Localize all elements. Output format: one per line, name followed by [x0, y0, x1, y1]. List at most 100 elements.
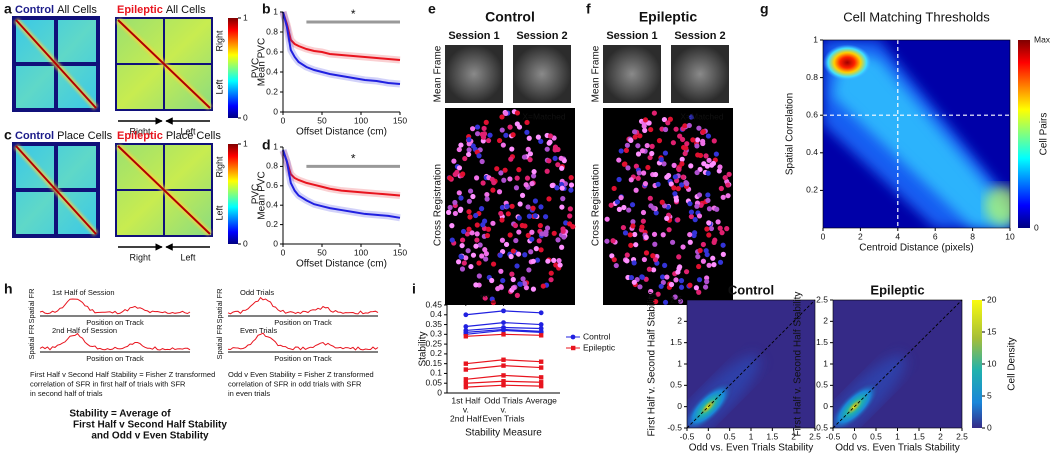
- example-y-label: Spatial FR: [27, 324, 36, 360]
- point: [501, 379, 506, 384]
- cell: [705, 197, 711, 204]
- cell: [554, 185, 560, 191]
- cell: [669, 239, 676, 245]
- y-tick-label: 2: [677, 316, 682, 326]
- group-name: Epileptic: [117, 130, 163, 142]
- example-heading: 1st Half of Session: [52, 288, 115, 297]
- cell: [642, 181, 649, 187]
- cell: [483, 256, 489, 262]
- cell: [628, 137, 634, 143]
- cell: [507, 124, 513, 130]
- cell: [462, 155, 468, 162]
- cell: [662, 150, 669, 156]
- cell: [487, 132, 493, 138]
- cell: [480, 180, 486, 186]
- y-tick-label: 0: [273, 106, 278, 116]
- cell: [680, 244, 686, 250]
- cell: [649, 143, 655, 149]
- cell: [622, 230, 629, 236]
- cell: [474, 131, 481, 137]
- significance-label: ***: [480, 292, 491, 302]
- cell: [546, 158, 552, 164]
- cell: [673, 197, 680, 203]
- cell: [505, 211, 511, 217]
- cell: [457, 207, 463, 213]
- x-tick-label: 2nd Half: [450, 413, 482, 423]
- cell: [510, 285, 517, 291]
- cell: [449, 237, 455, 243]
- cell: [474, 124, 481, 130]
- description-line: in even trials: [228, 389, 270, 398]
- cell: [635, 143, 641, 149]
- cell: [700, 129, 706, 135]
- panel-label: c: [4, 127, 12, 143]
- group-name: Control: [15, 4, 54, 16]
- cell: [483, 251, 490, 257]
- y-tick-label: 0.6: [266, 180, 278, 190]
- session-label: Session 1: [448, 30, 499, 42]
- cell: [677, 133, 683, 139]
- cell: [675, 166, 682, 172]
- y-tick-label: 0.4: [806, 147, 818, 157]
- cell: [519, 222, 525, 229]
- colorbar-label: Cell Density: [1007, 337, 1018, 390]
- cell: [635, 175, 641, 181]
- cell: [618, 195, 624, 201]
- cell: [446, 209, 452, 215]
- y-tick-label: 1: [677, 358, 682, 368]
- y-tick-label: 1: [273, 141, 278, 151]
- cell: [543, 229, 549, 235]
- cell: [649, 150, 655, 157]
- heatmap-peak: [823, 44, 872, 81]
- cell: [711, 138, 717, 144]
- cell: [552, 147, 558, 153]
- y-tick-label: 2.5: [670, 294, 682, 304]
- direction-label: Left: [214, 205, 224, 221]
- cell: [624, 252, 630, 258]
- cell: [552, 155, 558, 161]
- cell: [633, 163, 639, 169]
- cell: [700, 241, 706, 248]
- cell: [621, 161, 627, 167]
- cell: [466, 226, 472, 232]
- panel-label: b: [262, 1, 271, 17]
- cell: [688, 213, 694, 220]
- cell: [631, 260, 637, 266]
- row-label: Mean Frame: [433, 45, 444, 102]
- point: [463, 377, 469, 382]
- cell: [643, 234, 649, 241]
- cell: [643, 250, 650, 256]
- significance-bracket: [465, 301, 504, 306]
- firing-rate-trace: [39, 332, 191, 351]
- cell: [621, 204, 627, 211]
- cell: [717, 225, 723, 231]
- y-tick-label: 0.8: [266, 161, 278, 171]
- cell: [650, 253, 656, 259]
- direction-label: Left: [180, 252, 196, 262]
- cell: [703, 248, 709, 254]
- colorbar-label: PVC: [251, 184, 262, 205]
- match-note: X=Matched: [522, 111, 566, 121]
- colorbar-label-bottom: 0: [1034, 222, 1039, 232]
- cell: [675, 269, 681, 275]
- example-x-label: Position on Track: [274, 354, 332, 363]
- x-axis-label: Offset Distance (cm): [296, 127, 387, 138]
- cell: [516, 215, 522, 221]
- mean-frame: [445, 45, 503, 103]
- cell: [447, 204, 453, 211]
- cell: [499, 114, 505, 120]
- description-line: First Half v Second Half Stability = Fis…: [30, 370, 215, 379]
- panel-label: i: [412, 281, 416, 297]
- cell: [687, 239, 693, 245]
- cell: [452, 210, 458, 217]
- x-tick-label: 50: [317, 115, 327, 125]
- direction-label: Right: [129, 252, 151, 262]
- cell: [708, 225, 715, 232]
- x-tick-label: Odd Trials: [484, 395, 523, 405]
- cell: [694, 203, 700, 209]
- cell: [473, 243, 479, 249]
- y-tick-label: 0.05: [425, 377, 442, 387]
- cell: [661, 116, 668, 123]
- cell: [681, 144, 687, 151]
- cell: [500, 142, 506, 148]
